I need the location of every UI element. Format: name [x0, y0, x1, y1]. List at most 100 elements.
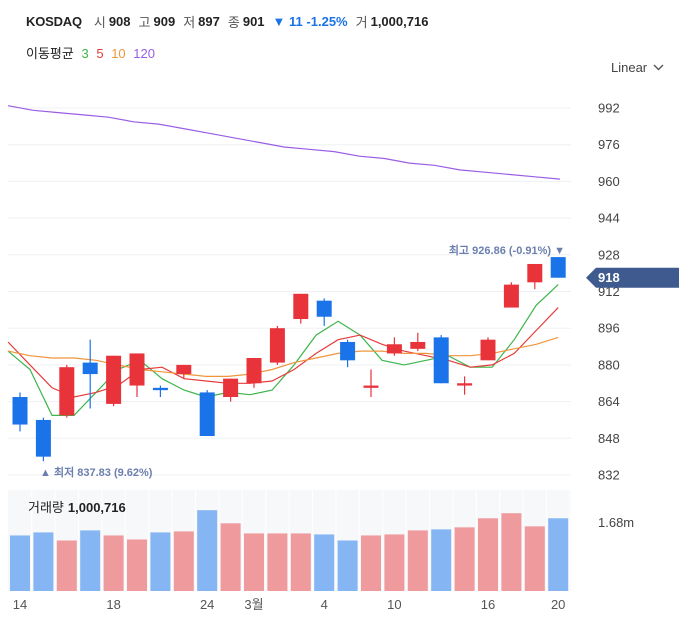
change-value: ▼ 11 -1.25% [273, 14, 348, 29]
candle-body [199, 392, 215, 437]
open-value: 908 [108, 13, 131, 29]
open-label: 시 [93, 14, 106, 30]
volume-bar [127, 539, 147, 591]
volume-bar [10, 535, 30, 591]
candle-body [363, 385, 379, 388]
high-value: 909 [153, 13, 176, 29]
volume-bar [150, 532, 171, 591]
volume-bar [501, 513, 522, 591]
y-tick-label: 960 [598, 174, 620, 189]
low-annotation: ▲ 최저 837.83 (9.62%) [40, 465, 153, 479]
candle-body [503, 284, 519, 308]
volume-bar [244, 533, 264, 591]
volume-bar [384, 534, 405, 591]
annotations: 최고 926.86 (-0.91%) ▼ ▲ 최저 837.83 (9.62%) 9… [40, 243, 679, 479]
low-value: 897 [198, 13, 220, 29]
volume-bar [431, 529, 452, 591]
y-tick-label: 912 [598, 284, 620, 299]
y-tick-label: 864 [598, 394, 620, 409]
change-points: 11 [289, 13, 303, 29]
volume-panel-value: 1,000,716 [67, 500, 126, 515]
volume-bar [173, 531, 194, 591]
volume-bars: 1.68m [10, 510, 634, 591]
candle-body [176, 364, 192, 375]
high-annotation: 최고 926.86 (-0.91%) ▼ [449, 243, 565, 257]
close-value: 901 [242, 13, 265, 29]
quote-header: KOSDAQ 시 908 고 909 저 897 종 901 ▼ 11 -1.2… [26, 12, 436, 30]
volume-bar [361, 535, 381, 591]
candle-body [35, 419, 51, 457]
current-price-label: 918 [598, 270, 620, 285]
ma-legend-10[interactable]: 10 [111, 46, 126, 61]
low-label: 저 [183, 14, 196, 30]
candle-body [293, 293, 309, 320]
volume-panel-label: 거래량 [28, 500, 64, 515]
candle-body [433, 337, 449, 384]
x-tick-label: 4 [321, 597, 328, 612]
ma-legend-120[interactable]: 120 [133, 46, 155, 61]
volume-bar [548, 518, 569, 591]
x-tick-label: 20 [551, 597, 565, 612]
candle-body [59, 367, 75, 416]
volume-bar [197, 510, 218, 591]
volume-gridlines [31, 490, 571, 591]
volume-bar [454, 527, 475, 591]
candle-body [340, 341, 356, 361]
y-tick-label: 832 [598, 468, 620, 483]
y-tick-label: 848 [598, 431, 620, 446]
y-tick-label: 944 [598, 211, 620, 226]
candle-body [410, 341, 426, 349]
candle-body [223, 378, 239, 398]
ma-legend-5[interactable]: 5 [96, 46, 104, 61]
candle-body [12, 397, 28, 425]
volume-bar [33, 532, 54, 591]
volume-bar [478, 518, 498, 591]
volume-bar [337, 540, 358, 591]
current-price-tag [586, 267, 679, 288]
candle-body [129, 353, 145, 386]
x-tick-label: 3월 [244, 597, 263, 612]
y-tick-label: 928 [598, 247, 620, 262]
candle-body [550, 257, 566, 278]
ma-legend-label: 이동평균 [26, 46, 74, 61]
y-tick-label: 992 [598, 101, 620, 116]
y-tick-label: 880 [598, 357, 620, 372]
scale-label: Linear [611, 60, 648, 75]
ma-line-10 [7, 336, 559, 377]
volume-bar [314, 534, 335, 591]
date-axis: 14 18 24 3월 4 10 16 20 [13, 597, 566, 612]
candle-body [152, 387, 168, 391]
close-label: 종 [227, 14, 240, 30]
ma-line-120 [7, 105, 561, 180]
chevron-down-icon [653, 64, 664, 71]
volume-bar [267, 533, 288, 591]
candle-body [386, 344, 402, 354]
volume-bar [80, 530, 101, 591]
down-arrow-icon: ▼ [272, 13, 286, 29]
symbol-name: KOSDAQ [26, 13, 82, 29]
volume-panel-title: 거래량 1,000,716 [28, 497, 126, 516]
ma-line-3 [7, 284, 559, 416]
candle-body [457, 383, 473, 386]
volume-bar [103, 535, 124, 591]
volume-bar [407, 530, 428, 591]
x-tick-label: 10 [387, 597, 401, 612]
x-tick-label: 18 [106, 597, 120, 612]
x-tick-label: 24 [200, 597, 214, 612]
ma-legend-3[interactable]: 3 [81, 46, 89, 61]
price-axis: 992 976 960 944 928 912 896 880 864 848 832 [598, 101, 620, 483]
volume-axis-label: 1.68m [598, 515, 634, 530]
scale-dropdown[interactable]: Linear [611, 60, 664, 75]
volume-bar [56, 540, 77, 591]
moving-average-legend[interactable]: 이동평균 3 5 10 120 [26, 43, 159, 62]
candle-body [246, 358, 262, 384]
change-percent: -1.25% [306, 13, 348, 29]
x-tick-label: 14 [13, 597, 27, 612]
candle-body [106, 355, 122, 404]
price-gridlines [8, 107, 571, 476]
volume-label: 거 [355, 14, 368, 30]
candle-body [480, 339, 496, 361]
candle-body [82, 362, 98, 375]
candles [12, 257, 566, 462]
